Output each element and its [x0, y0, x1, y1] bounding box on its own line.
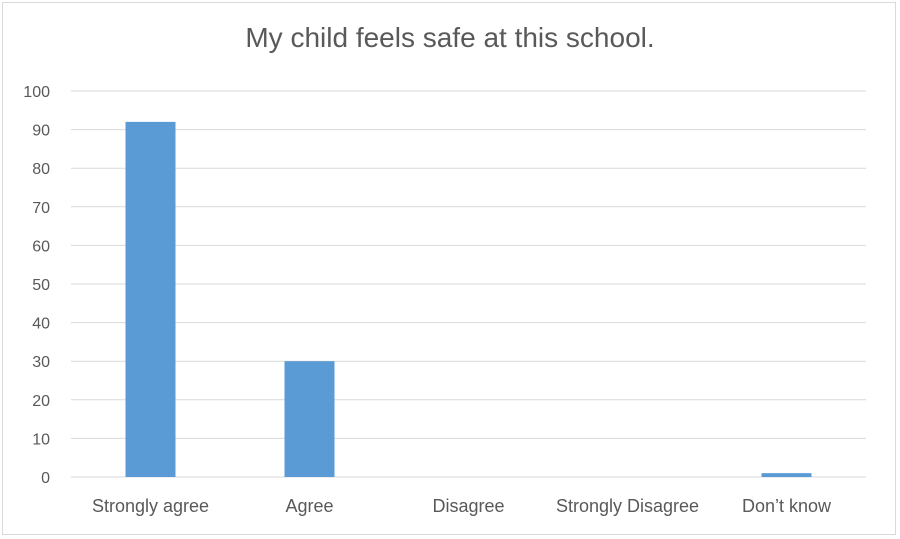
- x-tick-label: Disagree: [432, 496, 504, 516]
- y-tick-label: 10: [32, 431, 50, 448]
- y-tick-label: 20: [32, 393, 50, 410]
- y-tick-label: 80: [32, 161, 50, 178]
- y-tick-label: 90: [32, 123, 50, 140]
- x-tick-label: Strongly agree: [92, 496, 209, 516]
- y-tick-label: 50: [32, 277, 50, 294]
- x-tick-label: Strongly Disagree: [556, 496, 699, 516]
- y-tick-label: 100: [23, 84, 50, 101]
- x-tick-label: Agree: [285, 496, 333, 516]
- bar: [761, 473, 812, 477]
- chart-title: My child feels safe at this school.: [245, 22, 655, 53]
- bar: [125, 121, 176, 477]
- y-tick-label: 30: [32, 354, 50, 371]
- bar: [284, 361, 335, 477]
- y-tick-label: 0: [41, 470, 50, 487]
- y-tick-label: 70: [32, 200, 50, 217]
- y-tick-label: 60: [32, 238, 50, 255]
- x-tick-label: Don’t know: [742, 496, 832, 516]
- y-tick-label: 40: [32, 316, 50, 333]
